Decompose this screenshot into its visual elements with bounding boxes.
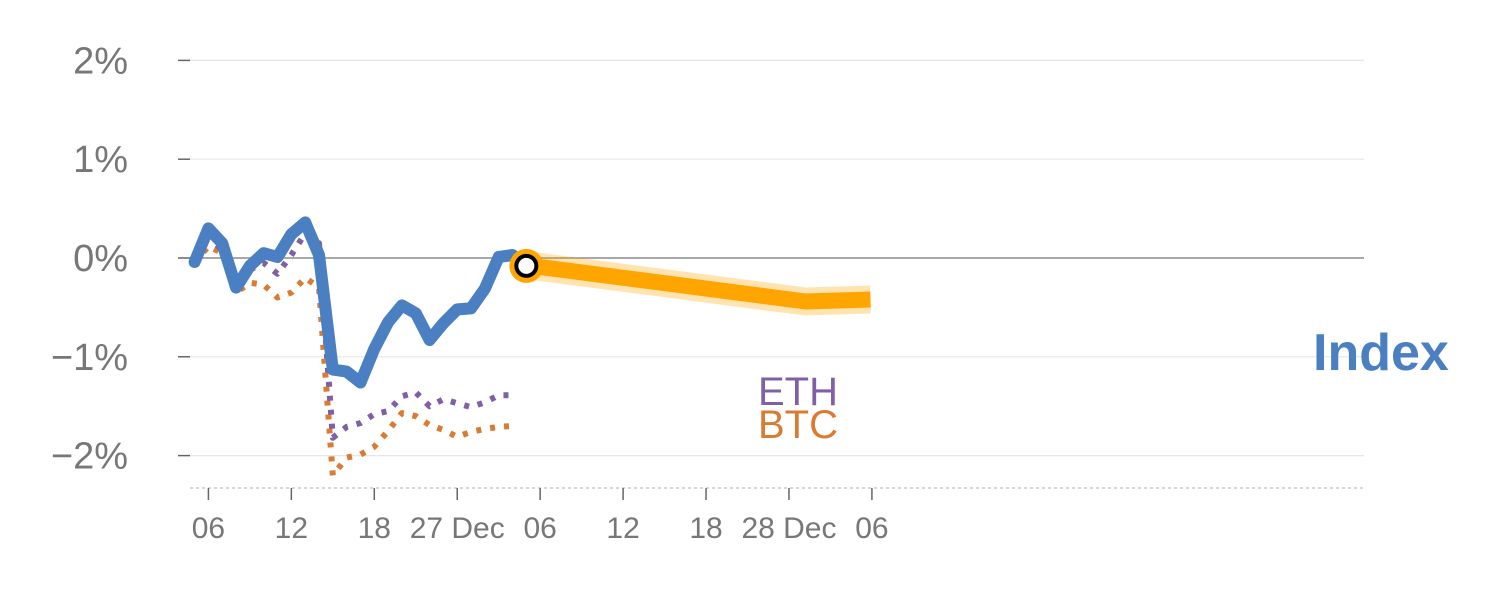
current-point-marker	[514, 253, 539, 278]
x-tick-label-4: 06	[523, 512, 556, 545]
btc-series-label: BTC	[758, 403, 838, 447]
x-tick-label-5: 12	[606, 512, 639, 545]
index-line	[188, 216, 533, 389]
x-tick-label-2: 18	[358, 512, 391, 545]
x-tick-label-3: 27 Dec	[410, 512, 505, 545]
grid-layer	[190, 59, 1364, 457]
y-tick-label-2: 0%	[73, 238, 128, 280]
x-tick-label-7: 28 Dec	[741, 512, 836, 545]
y-tick-label-1: 1%	[73, 139, 128, 181]
forecast-line	[530, 257, 871, 310]
axis-layer: 2% 1% 0% −1% −2% 06 12 18 27 Dec 06 12 18 28 Dec 06	[51, 40, 1364, 545]
y-tick-label-0: 2%	[73, 40, 128, 82]
label-layer: Index ETH BTC	[758, 324, 1449, 447]
y-tick-label-3: −1%	[51, 337, 128, 379]
index-series-label: Index	[1313, 324, 1449, 382]
eth-line	[191, 230, 513, 441]
eth-series-label: ETH	[758, 370, 838, 414]
x-tick-label-6: 18	[689, 512, 722, 545]
x-tick-label-8: 06	[855, 512, 888, 545]
x-tick-label-0: 06	[192, 512, 225, 545]
series-layer	[188, 216, 871, 479]
y-tick-label-4: −2%	[51, 436, 128, 478]
x-tick-label-1: 12	[275, 512, 308, 545]
